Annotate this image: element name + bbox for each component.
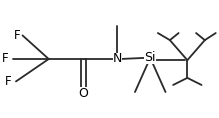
Text: O: O xyxy=(79,87,88,100)
Text: N: N xyxy=(113,53,122,65)
Text: F: F xyxy=(14,29,20,42)
Text: F: F xyxy=(2,53,8,65)
Text: F: F xyxy=(5,75,12,88)
Text: Si: Si xyxy=(145,51,156,64)
